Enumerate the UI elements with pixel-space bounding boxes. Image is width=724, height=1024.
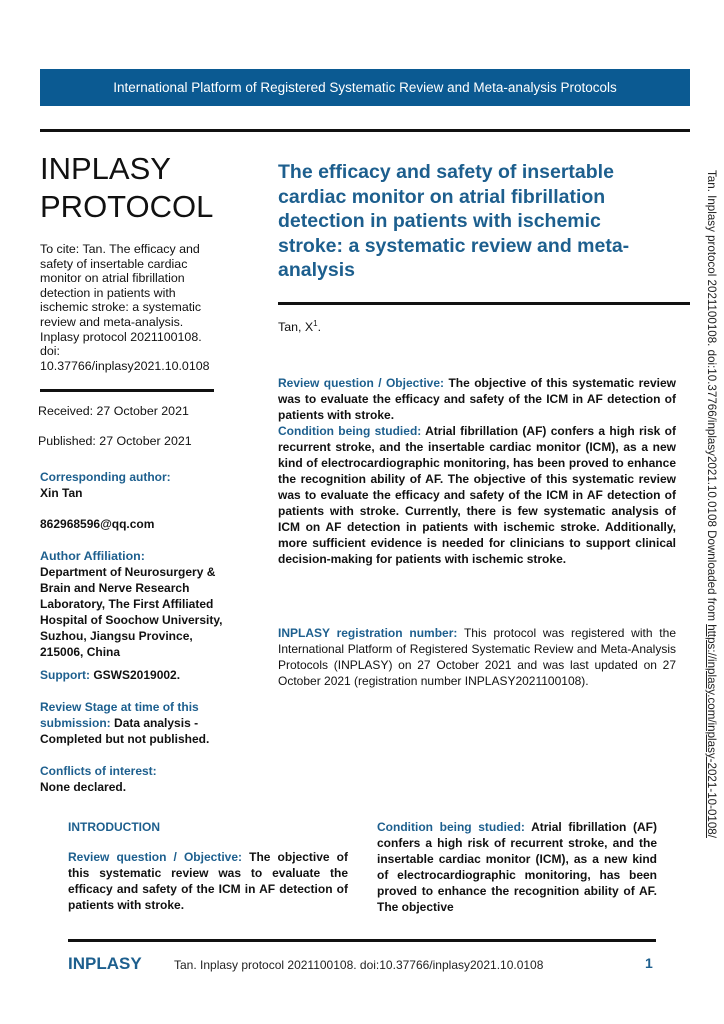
citation-divider — [40, 389, 214, 392]
rq-text: The objective of this systematic review … — [278, 376, 676, 422]
rq-label: Review question / Objective: — [278, 376, 444, 390]
author-affiliation: Author Affiliation: Department of Neuros… — [40, 548, 235, 660]
registration-number: INPLASY registration number: This protoc… — [278, 625, 676, 689]
published-date: Published: 27 October 2021 — [38, 434, 192, 448]
support: Support: GSWS2019002. — [40, 667, 240, 683]
download-link[interactable]: https://inplasy.com/inplasy-2021-10-0108… — [705, 624, 718, 838]
review-stage: Review Stage at time of this submission:… — [40, 699, 235, 747]
support-value: GSWS2019002. — [93, 668, 181, 682]
intro-heading: INTRODUCTION — [68, 820, 160, 834]
author-affiliation-mark: 1 — [313, 319, 318, 328]
email[interactable]: 862968596@qq.com — [40, 517, 155, 531]
affiliation-label: Author Affiliation: — [40, 549, 145, 563]
conflicts-value: None declared. — [40, 780, 127, 794]
author-end: . — [317, 320, 322, 335]
received-date: Received: 27 October 2021 — [38, 404, 189, 418]
stage-label: Review Stage at time of this submission: — [40, 700, 199, 730]
citation: To cite: Tan. The efficacy and safety of… — [40, 242, 210, 373]
header-banner: International Platform of Registered Sys… — [40, 69, 690, 106]
corresponding-author: Corresponding author: Xin Tan — [40, 469, 240, 501]
footer-divider — [68, 939, 656, 942]
banner-text: International Platform of Registered Sys… — [113, 80, 617, 95]
conflicts-label: Conflicts of interest: — [40, 764, 157, 778]
intro-cond-label: Condition being studied: — [377, 820, 525, 834]
stage-value: Data analysis - Completed but not publis… — [40, 716, 210, 746]
intro-cond-text: Atrial fibrillation (AF) confers a high … — [377, 820, 658, 914]
paper-title: The efficacy and safety of insertable ca… — [278, 161, 630, 281]
cond-text: Atrial fibrillation (AF) confers a high … — [278, 424, 676, 566]
introduction-column: INTRODUCTION Review question / Objective… — [68, 819, 348, 913]
author-name: Tan, X — [278, 320, 314, 335]
cond-label: Condition being studied: — [278, 424, 422, 438]
title-divider — [278, 302, 690, 305]
condition-column: Condition being studied: Atrial fibrilla… — [377, 819, 657, 915]
conflicts: Conflicts of interest: None declared. — [40, 763, 240, 795]
author-line: Tan, X1. — [278, 319, 321, 334]
intro-rq-text: The objective of this systematic review … — [68, 850, 348, 912]
intro-rq-label: Review question / Objective: — [68, 850, 242, 864]
reg-label: INPLASY registration number: — [278, 626, 458, 640]
footer-brand: INPLASY — [68, 954, 142, 973]
corresponding-name: Xin Tan — [40, 486, 83, 500]
top-divider — [40, 129, 690, 132]
footer-citation: Tan. Inplasy protocol 2021100108. doi:10… — [174, 958, 544, 972]
affiliation-text: Department of Neurosurgery & Brain and N… — [40, 565, 223, 659]
support-label: Support: — [40, 668, 90, 682]
abstract-review-question: Review question / Objective: The objecti… — [278, 375, 676, 567]
corresponding-label: Corresponding author: — [40, 470, 171, 484]
vertical-download-note: Tan. Inplasy protocol 2021100108. doi:10… — [705, 170, 718, 838]
brand-line1: INPLASY — [40, 151, 171, 186]
brand-line2: PROTOCOL — [40, 189, 214, 224]
page-number: 1 — [645, 955, 653, 971]
vertical-text: Tan. Inplasy protocol 2021100108. doi:10… — [705, 170, 718, 625]
protocol-brand: INPLASY PROTOCOL — [40, 150, 213, 226]
reg-text: This protocol was registered with the In… — [278, 626, 676, 688]
